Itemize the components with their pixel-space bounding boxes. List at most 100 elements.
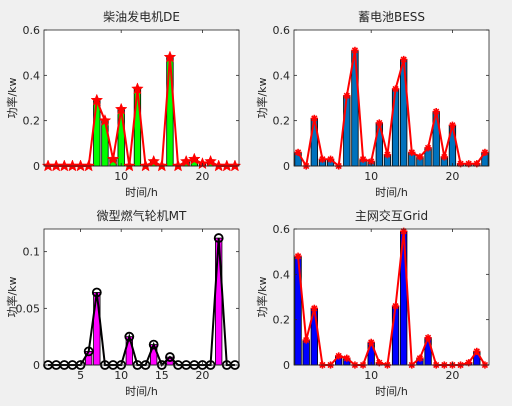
data-point — [302, 336, 310, 344]
panel-grid-exchange: 0 0.2 0.4 0.6 10 20 主网交互Grid 时间/h 功率/kw — [255, 208, 490, 398]
y-tick-label: 0.6 — [23, 24, 41, 37]
x-tick-label: 5 — [77, 369, 84, 382]
bar — [93, 99, 101, 167]
data-point — [90, 93, 104, 106]
data-point — [187, 152, 201, 165]
y-axis-label: 功率/kw — [255, 77, 269, 118]
panel-title: 微型燃气轮机MT — [97, 208, 187, 223]
data-point — [367, 338, 375, 346]
y-tick-label: 0.05 — [16, 302, 41, 315]
y-axis-label: 功率/kw — [5, 77, 19, 118]
data-point — [343, 354, 351, 362]
data-point — [375, 119, 383, 127]
y-axis-label: 功率/kw — [5, 276, 19, 317]
y-tick-label: 0.2 — [273, 314, 291, 327]
data-point — [171, 159, 185, 172]
data-point — [124, 331, 135, 342]
x-tick-label: 10 — [114, 369, 128, 382]
data-point — [148, 339, 159, 350]
data-point — [424, 334, 432, 342]
y-tick-label: 0 — [283, 359, 290, 372]
panel-title: 柴油发电机DE — [103, 9, 180, 24]
bar — [343, 95, 351, 167]
bar — [215, 237, 223, 366]
bar — [166, 56, 174, 167]
data-point — [408, 148, 416, 156]
data-point — [82, 159, 96, 172]
data-point — [106, 152, 120, 165]
data-point — [310, 304, 318, 312]
data-point — [400, 227, 408, 235]
panel-title: 蓄电池BESS — [358, 10, 425, 24]
panel-diesel-generator: 0 0.2 0.4 0.6 10 20 柴油发电机DE 时间/h 功率/kw — [5, 9, 242, 199]
bar — [302, 339, 310, 366]
data-point — [416, 153, 424, 161]
data-point — [359, 155, 367, 163]
data-point — [204, 154, 217, 167]
y-tick-label: 0.1 — [23, 246, 41, 259]
data-point — [155, 159, 169, 172]
data-point — [391, 302, 400, 310]
plot-area — [294, 30, 489, 166]
data-point — [213, 233, 224, 243]
x-axis-label: 时间/h — [375, 186, 408, 199]
data-point — [326, 155, 335, 163]
data-point — [456, 160, 465, 168]
x-tick-label: 10 — [364, 369, 378, 382]
x-tick-label: 10 — [364, 170, 378, 183]
x-tick-label: 15 — [155, 369, 169, 382]
data-point — [98, 113, 112, 127]
data-point — [122, 159, 136, 172]
data-point — [400, 55, 408, 64]
axes-box — [43, 228, 240, 366]
data-point — [165, 352, 175, 362]
x-axis-label: 时间/h — [375, 385, 408, 398]
data-point — [465, 160, 473, 168]
x-axis-label: 时间/h — [125, 385, 158, 398]
y-tick-label: 0.2 — [23, 115, 41, 128]
y-tick-label: 0.2 — [273, 115, 291, 128]
x-tick-label: 20 — [195, 369, 209, 382]
data-point — [91, 287, 102, 298]
x-tick-label: 10 — [114, 170, 128, 183]
data-point — [424, 144, 432, 152]
axes-box — [293, 29, 490, 167]
data-point — [391, 85, 400, 93]
y-tick-label: 0 — [33, 359, 40, 372]
bar — [391, 305, 400, 366]
data-point — [179, 154, 193, 167]
data-point — [440, 153, 448, 161]
y-tick-label: 0 — [283, 160, 290, 173]
y-tick-label: 0.4 — [23, 69, 41, 82]
axes-box — [43, 29, 240, 167]
bar — [133, 88, 142, 167]
data-point — [351, 46, 359, 54]
data-point — [163, 50, 177, 63]
data-point — [114, 102, 128, 115]
x-tick-label: 20 — [445, 170, 459, 183]
y-axis-label: 功率/kw — [255, 276, 269, 317]
y-tick-label: 0.6 — [273, 24, 291, 37]
plot-area — [44, 229, 239, 365]
data-point — [294, 148, 302, 156]
panel-micro-turbine: 0 0.05 0.1 5 10 15 20 微型燃气轮机MT 时间/h 功率/kw — [5, 208, 240, 398]
data-point — [310, 114, 318, 122]
data-point — [83, 346, 94, 357]
data-point — [294, 252, 302, 260]
data-point — [131, 82, 144, 95]
data-point — [318, 155, 327, 163]
data-point — [335, 352, 343, 360]
data-point — [448, 121, 457, 129]
x-tick-label: 20 — [445, 369, 459, 382]
data-point — [343, 92, 351, 100]
y-tick-label: 0.4 — [273, 69, 291, 82]
data-point — [432, 108, 440, 116]
data-point — [416, 354, 424, 362]
x-tick-label: 20 — [195, 170, 209, 183]
plot-area — [44, 30, 239, 166]
panel-title: 主网交互Grid — [355, 208, 428, 223]
data-point — [383, 151, 392, 159]
data-point — [147, 154, 161, 167]
data-point — [473, 347, 481, 355]
